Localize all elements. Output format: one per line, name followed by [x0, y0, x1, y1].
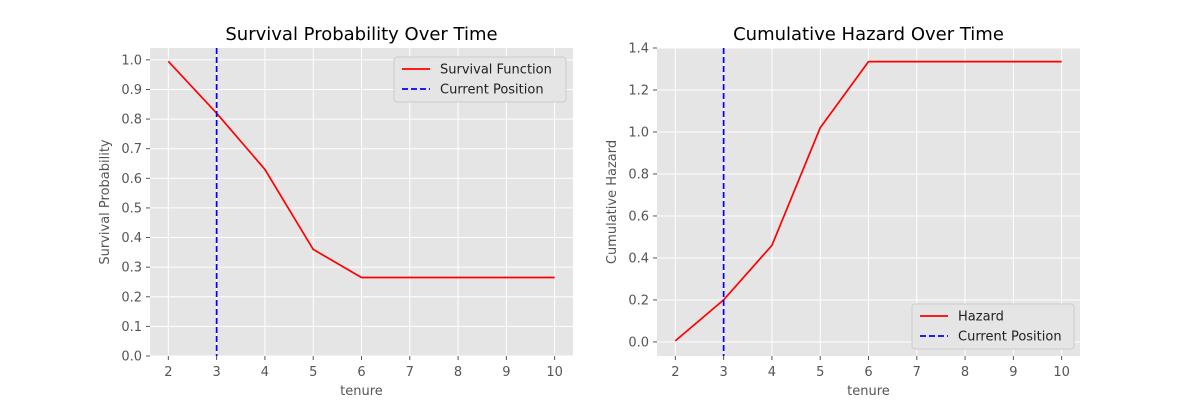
- x-tick-label: 4: [261, 365, 269, 380]
- legend: Hazard Current Position: [911, 303, 1075, 350]
- y-tick-label: 0.3: [121, 261, 142, 276]
- legend-frame: [393, 56, 567, 103]
- y-tick-label: 0.8: [628, 167, 649, 182]
- x-tick-label: 8: [454, 365, 462, 380]
- y-axis-label: Survival Probability: [98, 139, 113, 265]
- x-tick-label: 2: [164, 365, 172, 380]
- chart-1: 2 3 4 5 6 7 8 9 10 0.0 0.1 0.2 0.3 0.4 0.5 0.6 0.7 0.8 0.9…: [98, 24, 573, 399]
- x-tick-label: 7: [406, 365, 414, 380]
- y-tick-label: 0.4: [121, 231, 142, 246]
- series-line: [674, 60, 1062, 342]
- chart-title: Cumulative Hazard Over Time: [733, 24, 1004, 45]
- x-tick-label: 5: [309, 365, 317, 380]
- x-tick-label: 3: [719, 365, 727, 380]
- y-axis-label: Cumulative Hazard: [605, 140, 620, 264]
- series-line: [167, 60, 555, 279]
- x-tick-label: 9: [1009, 365, 1017, 380]
- x-tick-label: 3: [212, 365, 220, 380]
- legend: Survival Function Current Position: [393, 56, 567, 103]
- y-tick-label: 0.2: [628, 293, 649, 308]
- x-tick-label: 8: [961, 365, 969, 380]
- legend-label: Hazard: [958, 310, 1004, 325]
- x-tick-label: 9: [502, 365, 510, 380]
- y-tick-label: 0.7: [121, 142, 142, 157]
- x-tick-label: 4: [768, 365, 776, 380]
- x-tick-label: 10: [546, 365, 563, 380]
- x-tick-label: 6: [864, 365, 872, 380]
- y-tick-label: 0.8: [121, 113, 142, 128]
- x-axis-label: tenure: [847, 384, 890, 399]
- y-tick-label: 1.2: [628, 83, 649, 98]
- y-tick-label: 1.0: [628, 125, 649, 140]
- y-tick-label: 1.4: [628, 42, 649, 57]
- x-tick-label: 6: [357, 365, 365, 380]
- legend-frame: [911, 303, 1075, 350]
- y-tick-label: 0.4: [628, 251, 649, 266]
- y-tick-label: 0.0: [121, 350, 142, 365]
- y-tick-label: 0.6: [121, 172, 142, 187]
- y-tick-label: 0.9: [121, 83, 142, 98]
- y-tick-label: 0.1: [121, 320, 142, 335]
- x-tick-label: 10: [1053, 365, 1070, 380]
- x-tick-label: 5: [816, 365, 824, 380]
- y-tick-label: 0.5: [121, 201, 142, 216]
- y-tick-label: 1.0: [121, 53, 142, 68]
- x-tick-label: 2: [671, 365, 679, 380]
- y-tick-label: 0.2: [121, 290, 142, 305]
- chart-title: Survival Probability Over Time: [225, 24, 497, 45]
- x-tick-label: 7: [913, 365, 921, 380]
- legend-label: Current Position: [440, 83, 544, 98]
- legend-label: Survival Function: [440, 63, 552, 78]
- legend-label: Current Position: [958, 330, 1062, 345]
- y-tick-label: 0.6: [628, 209, 649, 224]
- chart-2: 2 3 4 5 6 7 8 9 10 0.0 0.2 0.4 0.6 0.8 1.0 1.2 1.4 Cumula…: [605, 24, 1080, 399]
- x-axis-label: tenure: [340, 384, 383, 399]
- y-tick-label: 0.0: [628, 335, 649, 350]
